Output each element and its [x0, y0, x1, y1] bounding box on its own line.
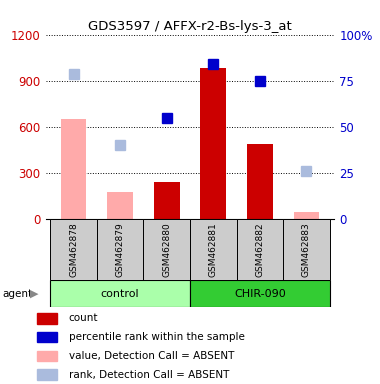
Bar	[37, 351, 57, 361]
Bar	[37, 313, 57, 324]
Bar	[50, 280, 190, 307]
Text: GSM462878: GSM462878	[69, 222, 78, 277]
Bar	[37, 332, 57, 343]
Title: GDS3597 / AFFX-r2-Bs-lys-3_at: GDS3597 / AFFX-r2-Bs-lys-3_at	[88, 20, 292, 33]
Bar	[143, 219, 190, 280]
Bar	[50, 219, 97, 280]
Bar	[237, 219, 283, 280]
Bar	[294, 212, 319, 219]
Text: ▶: ▶	[30, 289, 38, 299]
Text: value, Detection Call = ABSENT: value, Detection Call = ABSENT	[69, 351, 234, 361]
Text: CHIR-090: CHIR-090	[234, 289, 286, 299]
Bar	[37, 369, 57, 380]
Text: GSM462880: GSM462880	[162, 222, 171, 277]
Bar	[61, 119, 86, 219]
Text: agent: agent	[2, 289, 32, 299]
Text: GSM462883: GSM462883	[302, 222, 311, 277]
Bar	[190, 219, 237, 280]
Bar	[97, 219, 143, 280]
Bar	[247, 144, 273, 219]
Text: percentile rank within the sample: percentile rank within the sample	[69, 332, 245, 342]
Bar	[201, 68, 226, 219]
Text: rank, Detection Call = ABSENT: rank, Detection Call = ABSENT	[69, 370, 229, 380]
Bar	[283, 219, 330, 280]
Text: count: count	[69, 313, 98, 323]
Text: control: control	[101, 289, 139, 299]
Text: GSM462881: GSM462881	[209, 222, 218, 277]
Bar	[154, 182, 179, 219]
Text: GSM462882: GSM462882	[255, 222, 264, 277]
Bar	[190, 280, 330, 307]
Text: GSM462879: GSM462879	[116, 222, 125, 277]
Bar	[107, 192, 133, 219]
